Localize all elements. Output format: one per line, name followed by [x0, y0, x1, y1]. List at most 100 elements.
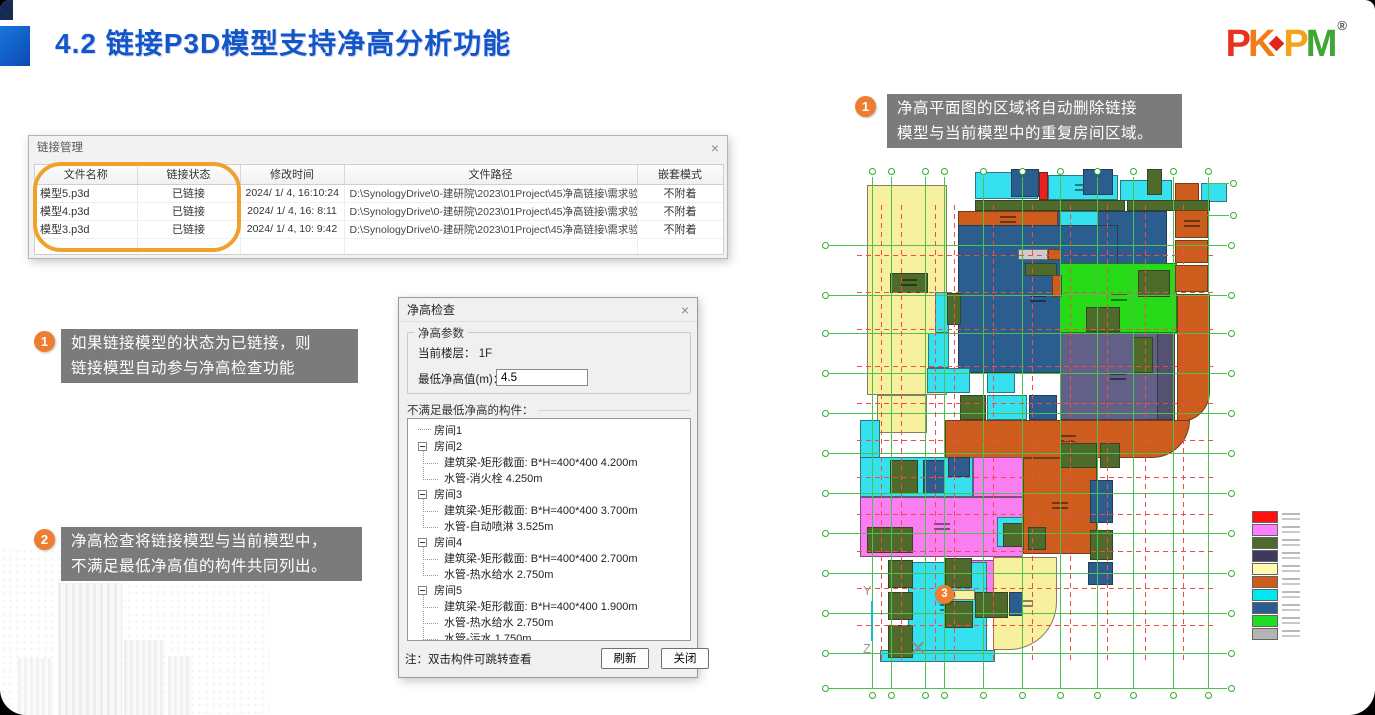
red-grid-line-v [1145, 205, 1146, 663]
grid-bubble-icon [940, 691, 948, 699]
column-header[interactable]: 嵌套模式 [637, 165, 723, 185]
red-grid-line-v [954, 205, 955, 663]
tree-room-node[interactable]: 房间1 [410, 423, 688, 439]
cell-path: D:\SynologyDrive\0-建研院\2023\01Project\45… [344, 184, 638, 203]
cell-path [344, 238, 638, 254]
collapse-icon[interactable] [418, 442, 427, 451]
plan-region [1100, 443, 1120, 468]
plan-region [1090, 480, 1113, 523]
column-header[interactable]: 文件名称 [35, 165, 138, 185]
grid-bubble-icon [1227, 649, 1235, 657]
legend-label [1282, 526, 1300, 533]
close-icon[interactable]: × [680, 302, 689, 318]
grid-line-h [829, 333, 1227, 334]
component-tree[interactable]: 房间1 房间2 建筑梁-矩形截面: B*H=400*400 4.200m 水管-消火… [407, 418, 691, 641]
logo-registered-mark: ® [1337, 18, 1347, 33]
red-grid-line-v [935, 205, 936, 663]
legend-swatch [1252, 524, 1278, 536]
table-row[interactable]: 模型3.p3d 已链接 2024/ 1/ 4, 10: 9:42 D:\Synolog… [35, 220, 723, 239]
height-dialog-titlebar: 净高检查 × [399, 298, 697, 322]
tree-room-node[interactable]: 房间5 [410, 583, 688, 599]
cell-time [240, 238, 345, 254]
grid-line-h [829, 373, 1227, 374]
grid-bubble-icon [821, 569, 829, 577]
tree-component-item[interactable]: 建筑梁-矩形截面: B*H=400*400 4.200m [410, 451, 688, 471]
tree-room-node[interactable]: 房间2 [410, 439, 688, 455]
plan-region [888, 592, 913, 620]
grid-line-v [1173, 177, 1174, 688]
height-dialog-title: 净高检查 [407, 303, 456, 317]
legend-label [1282, 565, 1300, 572]
plan-marker-badge: 3 [935, 585, 954, 604]
plan-region [1003, 523, 1023, 547]
callout-right-line2: 模型与当前模型中的重复房间区域。 [897, 125, 1154, 142]
legend-label [1282, 552, 1300, 559]
tree-component-item[interactable]: 水管-热水给水 2.750m [410, 611, 688, 631]
grid-bubble-icon [1227, 241, 1235, 249]
callout-2-line2: 不满足最低净高值的构件共同列出。 [71, 558, 328, 575]
red-grid-line-v [1107, 205, 1108, 663]
grid-bubble-icon [1227, 529, 1235, 537]
plan-region [948, 457, 970, 477]
tree-room-node[interactable]: 房间4 [410, 535, 688, 551]
grid-bubble-icon [821, 291, 829, 299]
tree-component-item[interactable]: 水管-热水给水 2.750m [410, 563, 688, 583]
table-row[interactable]: 模型4.p3d 已链接 2024/ 1/ 4, 16: 8:11 D:\Synolog… [35, 202, 723, 221]
cell-path: D:\SynologyDrive\0-建研院\2023\01Project\45… [344, 220, 638, 239]
plan-region [1175, 240, 1208, 263]
grid-bubble-icon [1227, 449, 1235, 457]
plan-region [1147, 169, 1162, 195]
close-icon[interactable]: × [710, 140, 719, 156]
red-grid-line-v [1183, 205, 1184, 663]
grid-bubble-icon [1169, 691, 1177, 699]
refresh-button[interactable]: 刷新 [601, 648, 649, 669]
legend-label [1282, 578, 1300, 585]
tree-component-item[interactable]: 建筑梁-矩形截面: B*H=400*400 1.900m [410, 595, 688, 615]
close-button[interactable]: 关闭 [661, 648, 709, 669]
tree-room-node[interactable]: 房间3 [410, 487, 688, 503]
cell-time: 2024/ 1/ 4, 10: 9:42 [240, 220, 345, 239]
column-header[interactable]: 链接状态 [137, 165, 241, 185]
tree-branch-icon [418, 429, 431, 430]
grid-line-h [829, 453, 1227, 454]
grid-bubble-icon [940, 167, 948, 175]
grid-line-v [1097, 177, 1098, 688]
red-grid-line-h [857, 588, 1217, 589]
plan-region [890, 273, 928, 293]
plan-region [1086, 307, 1120, 332]
plan-region [1127, 200, 1210, 211]
grid-bubble-icon [1227, 684, 1235, 692]
grid-bubble-icon [1204, 691, 1212, 699]
column-header[interactable]: 修改时间 [240, 165, 345, 185]
table-row[interactable]: 模型5.p3d 已链接 2024/ 1/ 4, 16:10:24 D:\Synolog… [35, 184, 723, 203]
tree-component-item[interactable]: 建筑梁-矩形截面: B*H=400*400 3.700m [410, 499, 688, 519]
min-height-label: 最低净高值(m)： [418, 374, 505, 386]
plan-region [1090, 530, 1113, 560]
collapse-icon[interactable] [418, 490, 427, 499]
callout-2-line1: 净高检查将链接模型与当前模型中， [71, 533, 328, 550]
grid-line-h [829, 295, 1227, 296]
cell-mode: 不附着 [637, 220, 723, 239]
tree-component-item[interactable]: 水管-消火栓 4.250m [410, 467, 688, 487]
plan-region [1025, 263, 1057, 276]
tree-component-item[interactable]: 建筑梁-矩形截面: B*H=400*400 2.700m [410, 547, 688, 567]
plan-region [1133, 337, 1153, 373]
grid-bubble-icon [821, 529, 829, 537]
collapse-icon[interactable] [418, 538, 427, 547]
tree-component-item[interactable]: 水管-自动喷淋 3.525m [410, 515, 688, 535]
grid-bubble-icon [921, 167, 929, 175]
column-header[interactable]: 文件路径 [344, 165, 638, 185]
grid-bubble-icon [979, 691, 987, 699]
collapse-icon[interactable] [418, 586, 427, 595]
grid-bubble-icon [821, 684, 829, 692]
min-height-input[interactable] [496, 369, 588, 386]
cell-status: 已链接 [137, 184, 241, 203]
table-row[interactable] [35, 238, 723, 254]
callout-1-line1: 如果链接模型的状态为已链接，则 [71, 335, 312, 352]
dialog-note: 注：双击构件可跳转查看 [405, 654, 532, 666]
cell-name: 模型4.p3d [35, 202, 138, 221]
floor-plan-image: 3 Y Z [815, 155, 1375, 712]
tree-component-item[interactable]: 水管-污水 1.750m [410, 627, 688, 640]
grid-bubble-icon [1229, 211, 1237, 219]
grid-bubble-icon [1129, 167, 1137, 175]
